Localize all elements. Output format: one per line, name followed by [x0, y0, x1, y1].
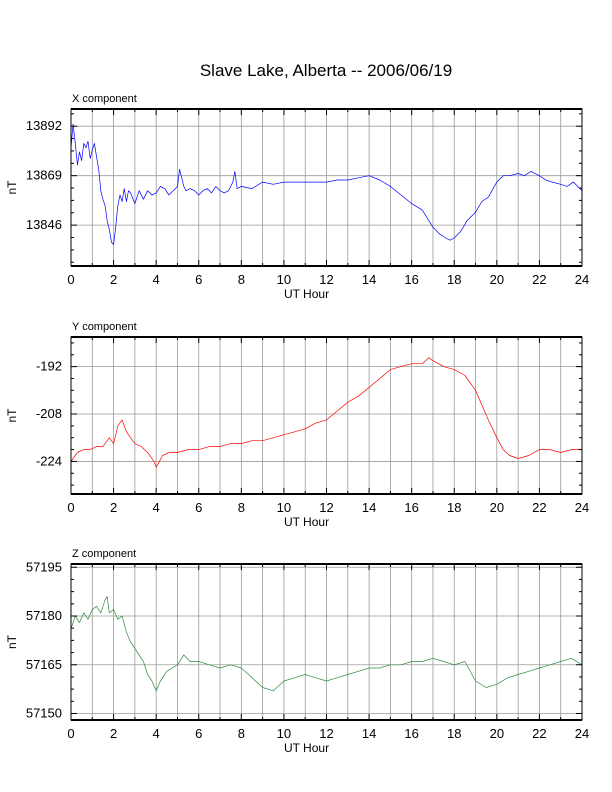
y-x-tick-label: 20: [490, 500, 504, 515]
z-x-tick-label: 12: [319, 726, 333, 741]
y-x-tick-label: 18: [447, 500, 461, 515]
y-x-tick-label: 4: [153, 500, 160, 515]
z-x-tick-label: 18: [447, 726, 461, 741]
x-component-series-line: [70, 123, 583, 245]
y-x-tick-label: 24: [575, 500, 589, 515]
y-x-tick-label: 22: [532, 500, 546, 515]
y-x-tick-label: 16: [404, 500, 418, 515]
y-y-axis-label: nT: [5, 408, 19, 423]
z-x-tick-label: 10: [277, 726, 291, 741]
x-x-tick-label: 2: [110, 272, 117, 287]
z-x-tick-label: 16: [404, 726, 418, 741]
chart-title: Slave Lake, Alberta -- 2006/06/19: [200, 61, 452, 80]
x-x-tick-label: 16: [404, 272, 418, 287]
z-x-tick-label: 2: [110, 726, 117, 741]
y-x-tick-label: 10: [277, 500, 291, 515]
z-component-series-line: [70, 596, 583, 692]
z-x-tick-label: 8: [238, 726, 245, 741]
y-x-tick-label: 14: [362, 500, 376, 515]
x-x-tick-label: 14: [362, 272, 376, 287]
y-x-tick-label: 6: [195, 500, 202, 515]
z-y-tick-label: 57150: [26, 706, 62, 721]
x-x-tick-label: 20: [490, 272, 504, 287]
x-x-tick-label: 4: [153, 272, 160, 287]
x-y-tick-label: 13846: [26, 217, 62, 232]
x-x-tick-label: 24: [575, 272, 589, 287]
x-x-tick-label: 0: [67, 272, 74, 287]
y-component-title: Y component: [72, 321, 137, 333]
x-y-tick-label: 13869: [26, 168, 62, 183]
x-x-tick-label: 12: [319, 272, 333, 287]
y-x-tick-label: 0: [67, 500, 74, 515]
y-y-tick-label: -208: [36, 406, 62, 421]
y-y-tick-label: -192: [36, 359, 62, 374]
z-x-tick-label: 14: [362, 726, 376, 741]
y-x-tick-label: 12: [319, 500, 333, 515]
z-y-axis-label: nT: [5, 634, 19, 649]
z-x-axis-label: UT Hour: [284, 741, 329, 755]
x-component-title: X component: [72, 93, 137, 105]
x-x-tick-label: 8: [238, 272, 245, 287]
z-x-tick-label: 0: [67, 726, 74, 741]
z-y-tick-label: 57180: [26, 608, 62, 623]
z-x-tick-label: 20: [490, 726, 504, 741]
z-y-tick-label: 57195: [26, 559, 62, 574]
z-x-tick-label: 24: [575, 726, 589, 741]
x-x-tick-label: 6: [195, 272, 202, 287]
x-x-tick-label: 10: [277, 272, 291, 287]
x-y-axis-label: nT: [5, 180, 19, 195]
x-x-axis-label: UT Hour: [284, 287, 329, 301]
z-x-tick-label: 6: [195, 726, 202, 741]
z-x-tick-label: 22: [532, 726, 546, 741]
z-y-tick-label: 57165: [26, 657, 62, 672]
y-x-tick-label: 8: [238, 500, 245, 515]
y-x-axis-label: UT Hour: [284, 515, 329, 529]
z-component-title: Z component: [72, 548, 136, 560]
y-y-tick-label: -224: [36, 453, 62, 468]
z-component-panel: 0 2 4 6 8 10 12 14 16 18 20 22 245715057165571805719…: [5, 548, 589, 755]
z-x-tick-label: 4: [153, 726, 160, 741]
y-x-tick-label: 2: [110, 500, 117, 515]
x-x-tick-label: 22: [532, 272, 546, 287]
x-y-tick-label: 13892: [26, 118, 62, 133]
x-x-tick-label: 18: [447, 272, 461, 287]
y-component-series-line: [70, 357, 582, 468]
